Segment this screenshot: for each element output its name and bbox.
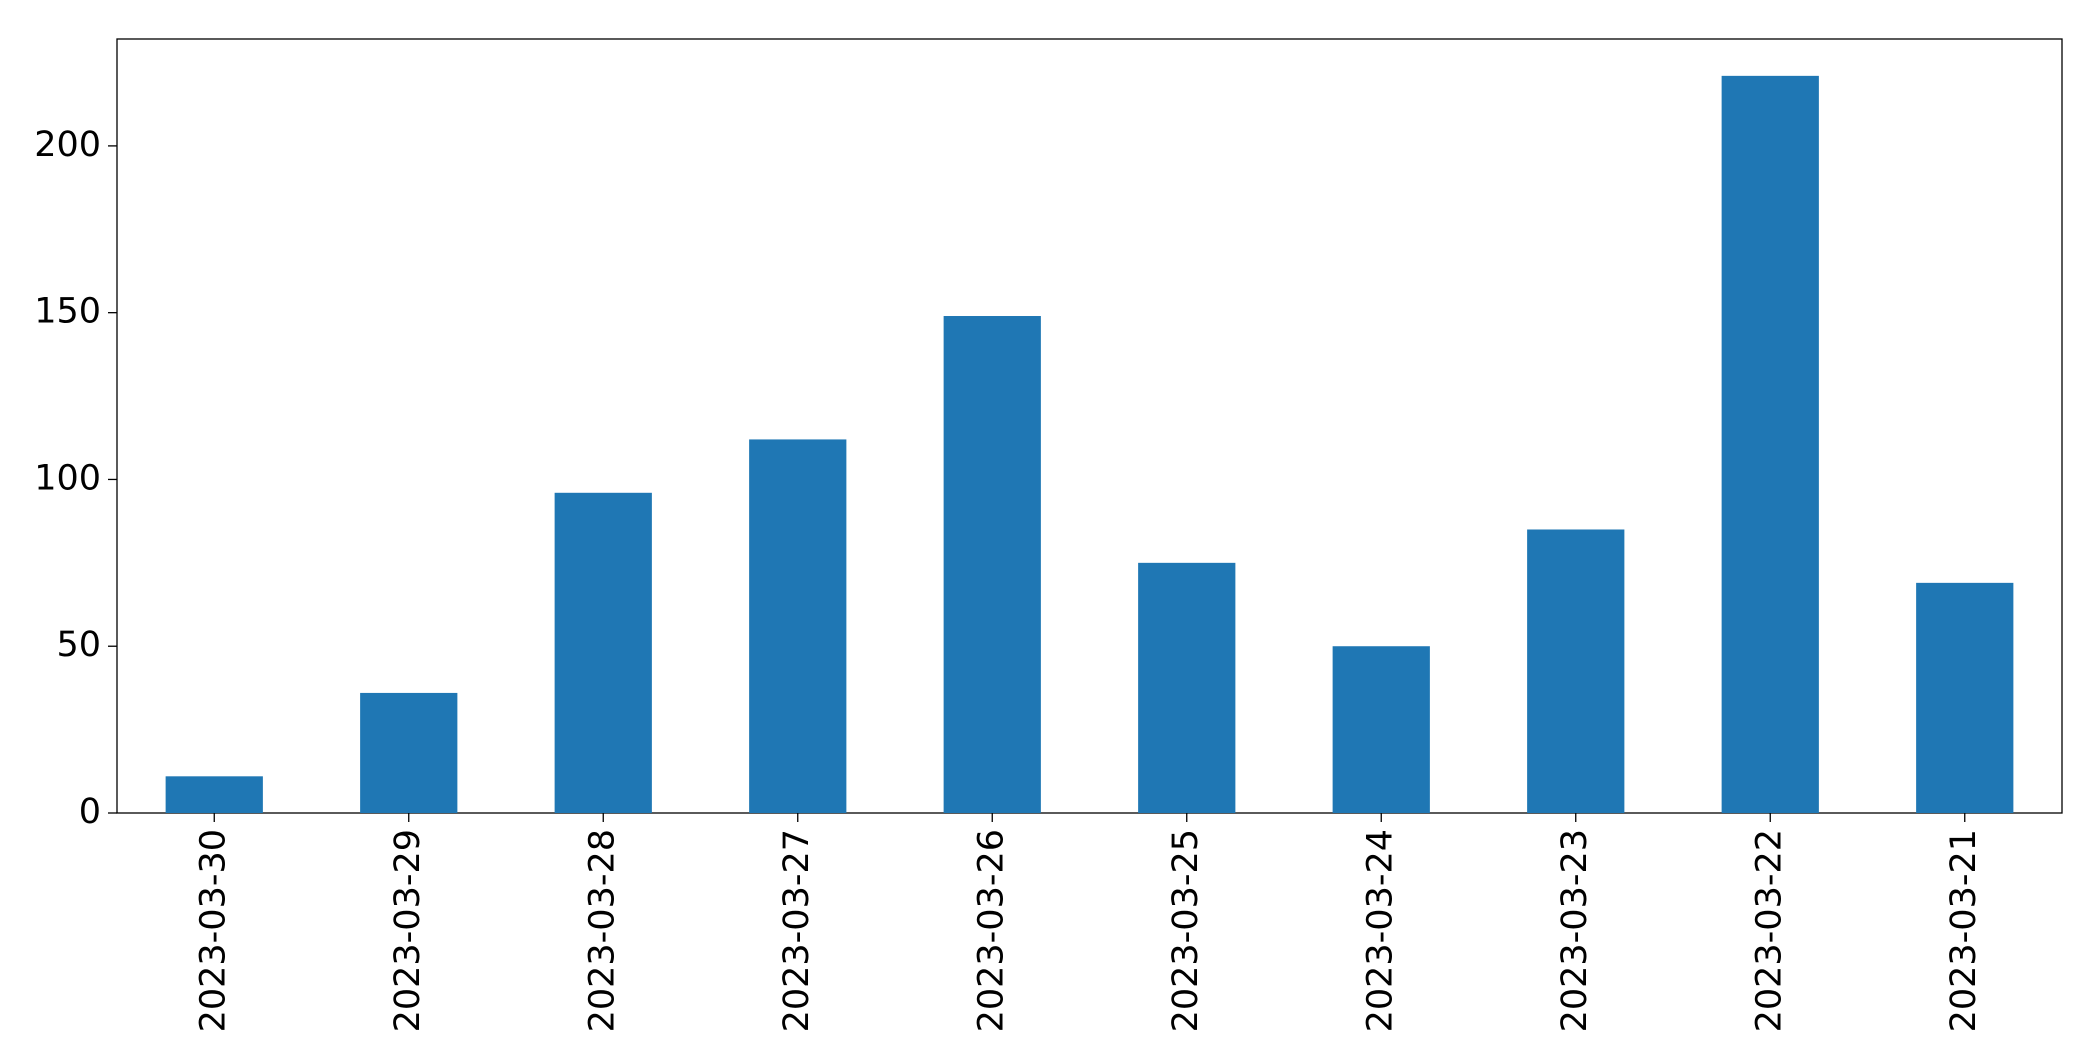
bar	[749, 439, 847, 813]
bar	[1721, 75, 1819, 814]
bar	[165, 776, 263, 813]
bar	[554, 492, 652, 813]
x-tick-label: 2023-03-26	[971, 829, 1011, 1032]
y-tick-label: 100	[34, 458, 101, 498]
bar	[1527, 529, 1625, 813]
x-tick-label: 2023-03-28	[582, 829, 622, 1032]
plot-frame	[116, 38, 2063, 814]
x-tick-label: 2023-03-30	[193, 829, 233, 1032]
bar	[943, 316, 1041, 813]
x-tick-label: 2023-03-24	[1360, 829, 1400, 1032]
x-tick-label: 2023-03-27	[777, 829, 817, 1032]
x-tick-label: 2023-03-21	[1944, 829, 1984, 1032]
y-tick-label: 150	[34, 292, 101, 332]
bar	[360, 692, 458, 813]
y-tick-label: 200	[34, 125, 101, 165]
y-tick-label: 0	[79, 792, 101, 832]
x-tick-label: 2023-03-23	[1555, 829, 1595, 1032]
y-tick-label: 50	[56, 625, 101, 665]
bar	[1138, 562, 1236, 813]
x-tick-label: 2023-03-25	[1166, 829, 1206, 1032]
bar	[1332, 646, 1430, 813]
x-tick-label: 2023-03-29	[388, 829, 428, 1032]
bar	[1916, 582, 2014, 813]
x-tick-label: 2023-03-22	[1749, 829, 1789, 1032]
